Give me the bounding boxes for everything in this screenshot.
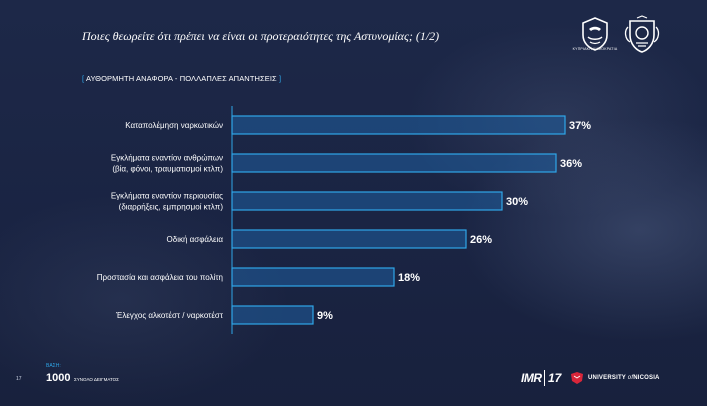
university-logo-icon [571,372,583,384]
cyprus-emblem-icon [582,17,608,51]
emblem-caption: ΚΥΠΡΙΑΚΗ ΔΗΜΟΚΡΑΤΙΑ [572,47,618,51]
page-number: 17 [16,376,22,382]
bracket-close: ] [278,74,282,83]
category-label: Προστασία και ασφάλεια του πολίτη [97,273,223,282]
university-name: NICOSIA [633,375,660,381]
bar [231,115,566,135]
category-label: Οδική ασφάλεια [167,235,224,244]
question-type-text: ΑΥΘΟΡΜΗΤΗ ΑΝΑΦΟΡΑ - ΠΟΛΛΑΠΛΕΣ ΑΠΑΝΤΗΣΕΙΣ [84,74,279,83]
category-label: (βία, φόνοι, τραυματισμοί κτλπ) [112,165,223,174]
university-of: of [627,375,634,381]
bracket-open: [ [82,74,85,83]
base-value: 1000 [46,372,71,384]
bar [231,229,467,249]
bar [231,305,314,325]
university-logo-text: UNIVERSITY ofNICOSIA [588,375,660,381]
base-description: ΣΥΝΟΛΟ ΔΕΙΓΜΑΤΟΣ [74,377,119,382]
university-prefix: UNIVERSITY [588,375,626,381]
logo-separator [544,370,545,386]
bar-value-label: 26% [470,234,492,246]
imr-logo: IMR [521,371,542,385]
imr-anniversary-logo: 17 [548,371,562,385]
category-label: Έλεγχος αλκοτέστ / ναρκοτέστ [115,311,224,320]
category-label: (διαρρήξεις, εμπρησμοί κτλπ) [119,203,224,212]
bar-value-label: 30% [506,196,528,208]
police-crest-icon [624,15,660,53]
base-label: ΒΑΣΗ: [46,363,61,369]
category-label: Καταπολέμηση ναρκωτικών [125,121,223,130]
bar [231,191,503,211]
page-title: Ποιες θεωρείτε ότι πρέπει να είναι οι πρ… [82,29,440,43]
bar [231,153,557,173]
bar-value-label: 9% [317,310,333,322]
bar-value-label: 36% [560,158,582,170]
bar-value-label: 37% [569,120,591,132]
bar-value-label: 18% [398,272,420,284]
category-label: Εγκλήματα εναντίον περιουσίας [111,192,223,201]
bar [231,267,395,287]
question-type-label: [ ΑΥΘΟΡΜΗΤΗ ΑΝΑΦΟΡΑ - ΠΟΛΛΑΠΛΕΣ ΑΠΑΝΤΗΣΕ… [82,74,281,83]
category-label: Εγκλήματα εναντίον ανθρώπων [111,154,223,163]
